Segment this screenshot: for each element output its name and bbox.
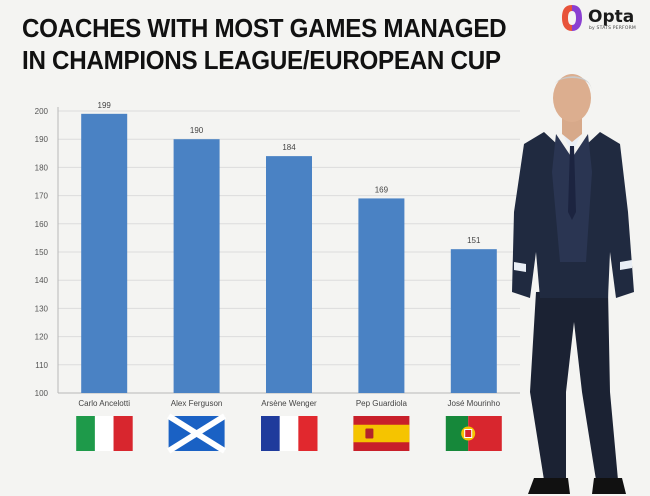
bar: [450, 249, 497, 393]
y-tick-label: 130: [35, 304, 49, 313]
category-label: Alex Ferguson: [171, 399, 223, 408]
brand-subtitle: by STATS PERFORM: [589, 26, 636, 31]
y-tick-label: 170: [35, 192, 49, 201]
title-line-2: IN CHAMPIONS LEAGUE/EUROPEAN CUP: [22, 45, 501, 75]
brand-name: Opta: [588, 7, 635, 27]
category-labels: Carlo Ancelotti Alex Ferguson Arsène Wenge…: [78, 399, 500, 408]
bar-value-label: 190: [190, 126, 204, 135]
category-label: Carlo Ancelotti: [78, 399, 130, 408]
category-label: José Mourinho: [448, 399, 501, 408]
flags: [76, 413, 502, 454]
category-label: Pep Guardiola: [356, 399, 408, 408]
portugal-flag-icon: [445, 416, 502, 451]
italy-flag-icon: [76, 416, 133, 451]
y-tick-label: 140: [35, 276, 49, 285]
france-flag-icon: [261, 416, 318, 451]
y-tick-label: 120: [35, 333, 49, 342]
spain-flag-icon: [353, 416, 410, 451]
bar: [266, 156, 312, 393]
bar-value-label: 199: [98, 101, 112, 110]
y-tick-label: 190: [35, 135, 49, 144]
y-tick-label: 100: [35, 389, 49, 398]
y-tick-label: 110: [35, 361, 48, 370]
y-tick-label: 180: [35, 163, 49, 172]
coach-photo: [512, 74, 634, 494]
bar-value-label: 151: [467, 236, 481, 245]
y-tick-label: 160: [35, 220, 49, 229]
bar-value-label: 184: [282, 143, 296, 152]
bars: 199 190 184 169 151: [81, 101, 497, 393]
bar: [81, 113, 128, 393]
y-tick-label: 200: [35, 107, 49, 116]
bar: [173, 139, 220, 393]
bar-value-label: 169: [375, 185, 389, 194]
chart-title: COACHES WITH MOST GAMES MANAGED IN CHAMP…: [22, 12, 507, 76]
opta-logo: Opta by STATS PERFORM: [560, 4, 646, 36]
opta-logo-icon: [562, 5, 582, 31]
y-tick-label: 150: [35, 248, 49, 257]
category-label: Arsène Wenger: [261, 399, 317, 408]
title-line-1: COACHES WITH MOST GAMES MANAGED: [22, 13, 507, 43]
bar: [358, 198, 405, 393]
scotland-flag-icon: [167, 413, 227, 454]
